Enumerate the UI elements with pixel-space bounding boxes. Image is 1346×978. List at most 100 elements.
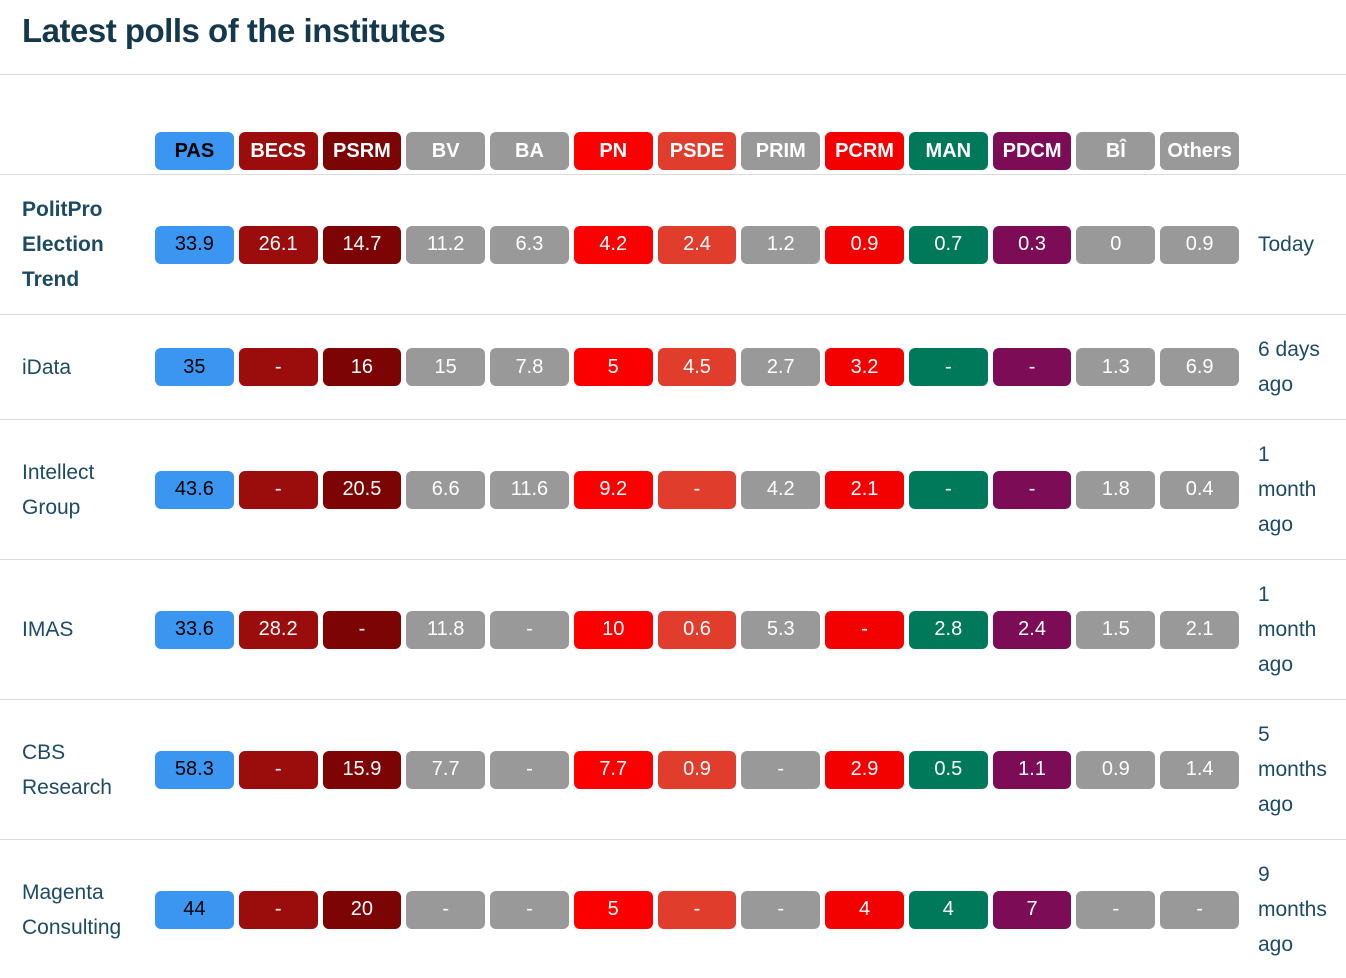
poll-value-pas: 58.3 xyxy=(155,750,234,789)
poll-value-pas: 44 xyxy=(155,890,234,929)
poll-value-becs: - xyxy=(238,750,318,789)
poll-date: 9 months ago xyxy=(1258,863,1327,956)
poll-row: Intellect Group 43.6-20.5 6.6 11.6 9.2-4.2 2… xyxy=(0,419,1346,559)
poll-value-bî: 1.5 xyxy=(1076,610,1156,649)
institute-name[interactable]: CBS Research xyxy=(22,740,112,799)
poll-value-bî: 0 xyxy=(1076,225,1156,264)
poll-date: 1 month ago xyxy=(1258,443,1317,536)
poll-value-bî: 0.9 xyxy=(1076,750,1156,789)
poll-value-pdcm: 2.4 xyxy=(992,610,1072,649)
poll-row: iData 35-16 15 7.8 5 4.5 2.7 3.2- -1.3 6.9 6 days… xyxy=(0,314,1346,419)
poll-value-others: 1.4 xyxy=(1160,750,1239,789)
party-badge-pas[interactable]: PAS xyxy=(155,132,234,170)
party-badge-pdcm[interactable]: PDCM xyxy=(992,132,1072,170)
poll-value-man: 2.8 xyxy=(908,610,988,649)
poll-value-man: - xyxy=(908,470,988,509)
poll-value-becs: 26.1 xyxy=(238,225,318,264)
poll-value-becs: 28.2 xyxy=(238,610,318,649)
poll-value-man: 4 xyxy=(908,890,988,929)
poll-value-ba: 7.8 xyxy=(490,348,569,386)
poll-value-psde: 4.5 xyxy=(657,348,737,386)
party-badge-ba[interactable]: BA xyxy=(490,132,569,170)
poll-value-becs: - xyxy=(238,470,318,509)
poll-value-bî: - xyxy=(1076,890,1156,929)
poll-value-bv: 15 xyxy=(406,348,486,386)
party-badge-pcrm[interactable]: PCRM xyxy=(825,132,904,170)
poll-value-bv: 11.8 xyxy=(406,610,486,649)
poll-value-pdcm: 1.1 xyxy=(992,750,1072,789)
poll-value-bv: 7.7 xyxy=(406,750,486,789)
poll-value-prim: 4.2 xyxy=(741,470,821,509)
poll-value-pn: 4.2 xyxy=(573,225,653,264)
party-badge-bî[interactable]: BÎ xyxy=(1076,132,1156,170)
poll-value-others: 6.9 xyxy=(1160,348,1239,386)
institute-name[interactable]: PolitPro Election Trend xyxy=(22,198,104,291)
institute-name[interactable]: IMAS xyxy=(22,618,74,641)
poll-value-ba: 11.6 xyxy=(490,470,569,509)
poll-value-man: 0.7 xyxy=(908,225,988,264)
poll-value-ba: 6.3 xyxy=(490,225,569,264)
poll-value-prim: 2.7 xyxy=(741,348,821,386)
poll-value-psrm: 16 xyxy=(322,348,402,386)
poll-value-ba: - xyxy=(490,610,569,649)
poll-value-psrm: 20.5 xyxy=(322,470,402,509)
poll-value-others: 0.9 xyxy=(1160,225,1239,264)
institute-name[interactable]: Intellect Group xyxy=(22,460,95,519)
poll-value-pas: 33.6 xyxy=(155,610,234,649)
party-badge-becs[interactable]: BECS xyxy=(238,132,318,170)
poll-value-bv: - xyxy=(406,890,486,929)
party-badge-psde[interactable]: PSDE xyxy=(657,132,737,170)
institute-name[interactable]: iData xyxy=(22,355,72,379)
poll-value-pas: 35 xyxy=(155,348,234,386)
poll-value-becs: - xyxy=(238,890,318,929)
institute-name[interactable]: Magenta Consulting xyxy=(22,880,122,939)
poll-value-psde: 0.6 xyxy=(657,610,737,649)
poll-value-bv: 6.6 xyxy=(406,470,486,509)
poll-value-pcrm: 3.2 xyxy=(825,348,904,386)
poll-value-pcrm: 0.9 xyxy=(825,225,904,264)
poll-value-psde: - xyxy=(657,470,737,509)
poll-value-others: 0.4 xyxy=(1160,470,1239,509)
poll-value-psrm: 15.9 xyxy=(322,750,402,789)
poll-value-pn: 7.7 xyxy=(573,750,653,789)
poll-value-prim: - xyxy=(741,890,821,929)
poll-value-bî: 1.8 xyxy=(1076,470,1156,509)
poll-value-pdcm: 0.3 xyxy=(992,225,1072,264)
poll-value-pcrm: - xyxy=(825,610,904,649)
party-badge-prim[interactable]: PRIM xyxy=(741,132,821,170)
poll-date: 1 month ago xyxy=(1258,583,1317,676)
poll-row: IMAS 33.6 28.2-11.8-10 0.6 5.3-2.8 2.4 1.5 2.1… xyxy=(0,559,1346,699)
party-badge-others[interactable]: Others xyxy=(1160,132,1239,170)
party-badge-man[interactable]: MAN xyxy=(908,132,988,170)
poll-value-pdcm: - xyxy=(992,348,1072,386)
poll-value-pas: 33.9 xyxy=(155,225,234,264)
party-badge-psrm[interactable]: PSRM xyxy=(322,132,402,170)
poll-value-becs: - xyxy=(238,348,318,386)
poll-date: Today xyxy=(1258,233,1315,256)
poll-value-ba: - xyxy=(490,750,569,789)
party-header-row: PAS BECS PSRM BV BA PN PSDE PRIM PCRM MAN PDCM BÎ Ot… xyxy=(0,74,1346,174)
poll-value-prim: 5.3 xyxy=(741,610,821,649)
poll-value-pn: 5 xyxy=(573,348,653,386)
title-block: Latest polls of the institutes xyxy=(0,0,1346,74)
poll-value-pn: 5 xyxy=(573,890,653,929)
party-badge-bv[interactable]: BV xyxy=(406,132,486,170)
poll-value-others: 2.1 xyxy=(1160,610,1239,649)
poll-value-psde: 2.4 xyxy=(657,225,737,264)
poll-value-prim: - xyxy=(741,750,821,789)
poll-row: Magenta Consulting 44-20- -5- -4 4 7- -9 mont… xyxy=(0,839,1346,978)
poll-value-psrm: 14.7 xyxy=(322,225,402,264)
polls-table: PAS BECS PSRM BV BA PN PSDE PRIM PCRM MAN PDCM BÎ Ot… xyxy=(0,74,1346,978)
poll-row: CBS Research 58.3-15.9 7.7-7.7 0.9-2.9 0.5 1… xyxy=(0,699,1346,839)
poll-value-prim: 1.2 xyxy=(741,225,821,264)
poll-value-psrm: 20 xyxy=(322,890,402,929)
poll-value-man: 0.5 xyxy=(908,750,988,789)
poll-value-pas: 43.6 xyxy=(155,470,234,509)
poll-value-psde: - xyxy=(657,890,737,929)
poll-value-others: - xyxy=(1160,890,1239,929)
poll-value-man: - xyxy=(908,348,988,386)
party-badge-pn[interactable]: PN xyxy=(573,132,653,170)
poll-value-pdcm: 7 xyxy=(992,890,1072,929)
poll-value-bî: 1.3 xyxy=(1076,348,1156,386)
poll-date: 6 days ago xyxy=(1258,338,1320,396)
